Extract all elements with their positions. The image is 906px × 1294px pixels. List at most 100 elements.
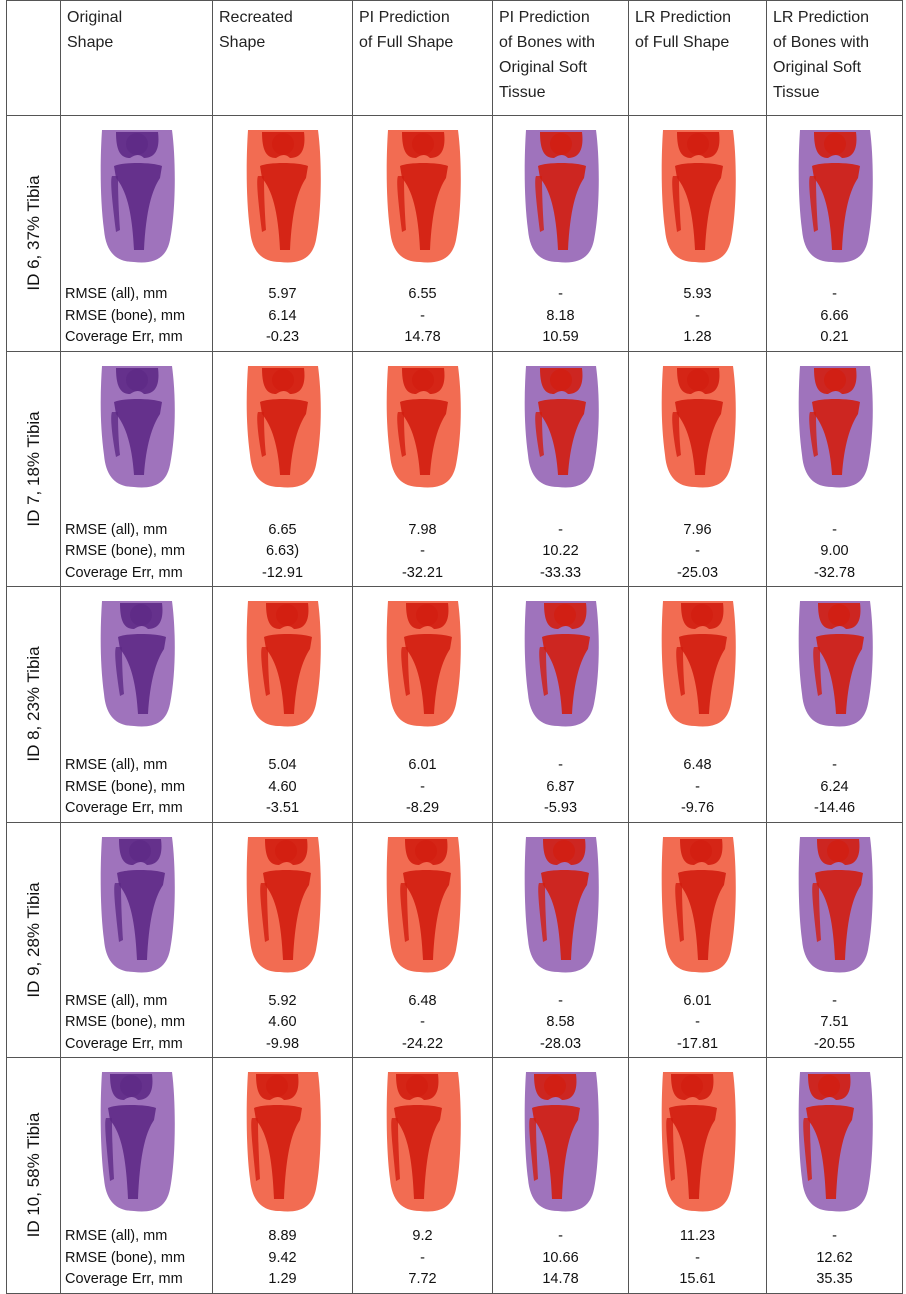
fibula-shape	[808, 176, 818, 232]
metric-value: -	[558, 1228, 563, 1244]
render-cell	[492, 350, 629, 518]
metric-value: 6.14	[268, 307, 297, 324]
row-label-cell: ID 6, 37% Tibia	[6, 115, 61, 352]
tibia-shape	[811, 163, 860, 250]
patella-shape	[817, 1075, 840, 1097]
fibula-shape	[802, 1118, 812, 1181]
row-label-cell: ID 10, 58% Tibia	[6, 1057, 61, 1294]
limb-render	[524, 365, 599, 487]
metric-values-cell: 6.65 6.63) -12.91	[212, 517, 353, 587]
metric-label: RMSE (all), mm	[65, 757, 168, 773]
patella-shape	[414, 839, 437, 862]
metric-values-cell: - 8.58 -28.03	[492, 988, 629, 1058]
metric-value: -	[420, 1014, 425, 1030]
render-cell	[628, 350, 767, 518]
metric-label: RMSE (all), mm	[65, 992, 168, 1009]
metric-label: Coverage Err, mm	[65, 564, 183, 581]
tibia-shape	[815, 634, 864, 714]
image-row: ID 9, 28% Tibia	[6, 821, 903, 1058]
patella-shape	[680, 1075, 703, 1097]
tibia-shape	[541, 634, 590, 714]
metric-value: 8.58	[546, 1014, 575, 1030]
metric-values-cell: - 9.00 -32.78	[766, 517, 903, 587]
limb-render	[798, 365, 873, 487]
limb-render	[386, 1072, 461, 1212]
metric-value: 6.48	[408, 992, 437, 1009]
metric-value: 14.78	[404, 329, 441, 345]
row-label: ID 6, 37% Tibia	[23, 175, 43, 291]
metric-value: -20.55	[813, 1035, 856, 1052]
render-cell	[352, 821, 493, 989]
fibula-shape	[114, 647, 124, 696]
metric-values-cell: 8.89 9.42 1.29	[212, 1224, 353, 1294]
metric-value: -32.78	[813, 564, 856, 581]
metric-values-cell: - 6.87 -5.93	[492, 753, 629, 823]
render-cell	[60, 350, 213, 518]
limb-render	[661, 130, 736, 263]
metric-label: RMSE (bone), mm	[65, 1249, 186, 1266]
metric-labels-cell: RMSE (all), mm RMSE (bone), mm Coverage Er…	[60, 753, 213, 823]
patella-shape	[827, 604, 850, 626]
fibula-shape	[110, 176, 120, 232]
metric-value: 8.18	[546, 307, 575, 324]
metric-value: -9.76	[680, 800, 715, 816]
fibula-shape	[256, 176, 266, 232]
row-label: ID 7, 18% Tibia	[23, 411, 43, 527]
limb-render	[524, 836, 599, 972]
row-label-cell: ID 9, 28% Tibia	[6, 821, 61, 1058]
metric-value: 12.62	[816, 1249, 853, 1266]
metric-value: -	[695, 307, 700, 324]
patella-shape	[271, 133, 294, 155]
patella-shape	[128, 839, 151, 862]
metric-values-cell: -12.62 35.35	[766, 1224, 903, 1294]
patella-shape	[549, 133, 572, 155]
patella-shape	[690, 604, 713, 626]
metric-value: -	[695, 1014, 700, 1030]
metric-value: 5.93	[683, 286, 712, 302]
fibula-shape	[812, 647, 822, 696]
render-cell	[352, 350, 493, 518]
fibula-shape	[665, 1118, 675, 1181]
render-cell	[60, 115, 213, 282]
metric-values-cell: 6.01 - -17.81	[628, 988, 767, 1058]
metric-value: -	[832, 521, 837, 538]
fibula-shape	[534, 176, 544, 232]
render-cell	[60, 821, 213, 989]
metric-values-cell: 5.92 4.60 -9.98	[212, 988, 353, 1058]
metric-labels-cell: RMSE (all), mm RMSE (bone), mm Coverage Er…	[60, 988, 213, 1058]
metric-label: RMSE (bone), mm	[65, 543, 186, 559]
render-cell	[352, 115, 493, 282]
image-row: ID 7, 18% Tibia	[6, 350, 903, 587]
render-cell	[766, 115, 903, 282]
metric-values-cell: - 8.18 10.59	[492, 282, 629, 352]
metric-labels-cell: RMSE (all), mm RMSE (bone), mm Coverage Er…	[60, 517, 213, 587]
render-cell	[766, 1057, 903, 1224]
limb-render	[661, 365, 736, 487]
fibula-shape	[534, 411, 544, 457]
metric-value: -8.29	[405, 800, 440, 816]
metric-value: 6.24	[820, 778, 849, 795]
fibula-shape	[260, 647, 270, 696]
limb-render	[386, 130, 461, 263]
metric-value: -	[695, 543, 700, 559]
patella-shape	[129, 604, 152, 626]
metric-values-cell: - 10.22 -33.33	[492, 517, 629, 587]
patella-shape	[411, 133, 434, 155]
metric-values-cell: 5.97 6.14 -0.23	[212, 282, 353, 352]
metric-value: -	[420, 778, 425, 795]
fibula-shape	[396, 411, 406, 457]
metric-values-cell: - 6.66 0.21	[766, 282, 903, 352]
metric-values-cell: 9.2-7.72	[352, 1224, 493, 1294]
row-label-cell: ID 8, 23% Tibia	[6, 586, 61, 823]
metric-value: -	[695, 1249, 700, 1266]
fibula-shape	[113, 882, 123, 942]
limb-render	[798, 130, 873, 263]
tibia-shape	[677, 869, 726, 960]
render-cell	[212, 586, 353, 753]
tibia-shape	[107, 1105, 156, 1199]
metric-label: RMSE (bone), mm	[65, 778, 186, 795]
metric-value: -	[420, 307, 425, 324]
render-cell	[766, 586, 903, 753]
metric-label: RMSE (bone), mm	[65, 1014, 186, 1030]
patella-shape	[125, 368, 148, 391]
